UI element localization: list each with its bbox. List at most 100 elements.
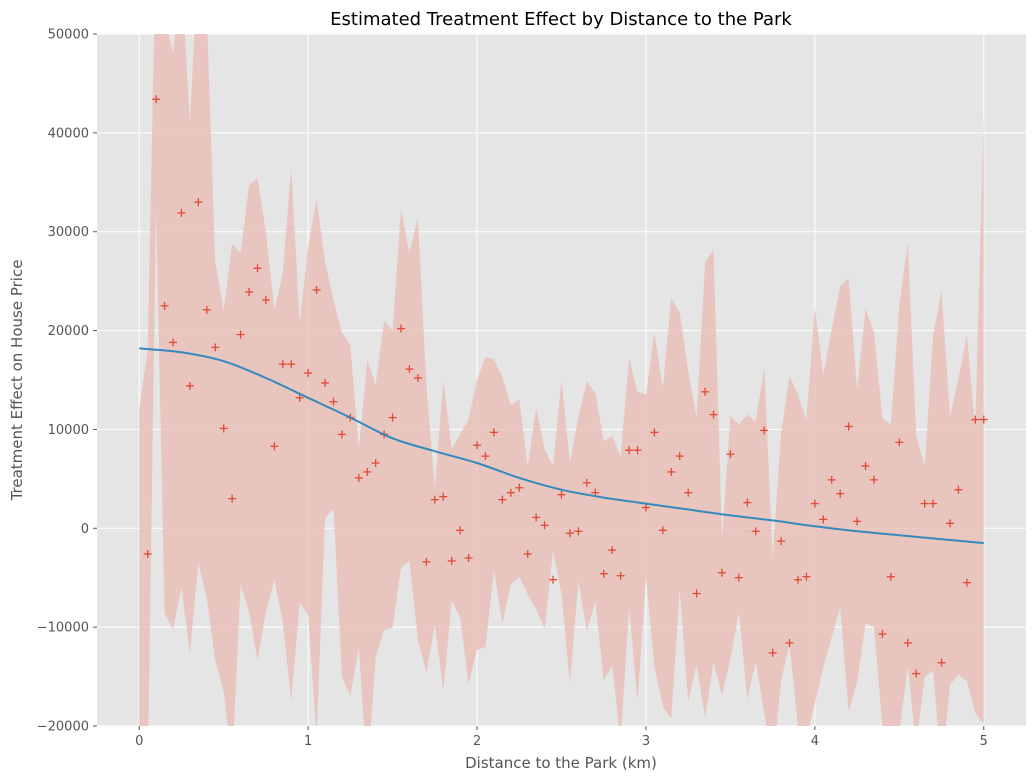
data-point bbox=[793, 575, 802, 584]
data-point bbox=[565, 529, 574, 538]
data-point bbox=[844, 422, 853, 431]
data-point bbox=[515, 483, 524, 492]
y-tick-label: 0 bbox=[81, 522, 89, 537]
data-point bbox=[304, 369, 313, 378]
data-point bbox=[456, 526, 465, 535]
y-axis-label: Treatment Effect on House Price bbox=[8, 260, 26, 502]
data-point bbox=[194, 198, 203, 207]
data-point bbox=[169, 338, 178, 347]
data-point bbox=[185, 381, 194, 390]
data-point bbox=[236, 330, 245, 339]
data-point bbox=[371, 459, 380, 468]
data-point bbox=[684, 488, 693, 497]
data-point bbox=[413, 374, 422, 383]
data-point bbox=[599, 569, 608, 578]
data-point bbox=[912, 669, 921, 678]
data-point bbox=[616, 571, 625, 580]
data-point bbox=[903, 638, 912, 647]
data-point bbox=[219, 424, 228, 433]
data-point bbox=[869, 475, 878, 484]
data-point bbox=[971, 415, 980, 424]
data-point bbox=[295, 393, 304, 402]
chart-title: Estimated Treatment Effect by Distance t… bbox=[330, 9, 792, 30]
data-point bbox=[532, 513, 541, 522]
data-point bbox=[861, 462, 870, 471]
x-tick-label: 2 bbox=[473, 734, 481, 749]
data-point bbox=[177, 208, 186, 217]
data-point bbox=[540, 521, 549, 530]
data-point bbox=[920, 499, 929, 508]
y-tick-label: 40000 bbox=[48, 126, 89, 141]
data-point bbox=[633, 446, 642, 455]
y-axis-ticks: −20000 −10000 0 10000 20000 30000 40000 50000 bbox=[37, 28, 97, 735]
data-point bbox=[464, 553, 473, 562]
data-point bbox=[498, 495, 507, 504]
data-point bbox=[641, 503, 650, 512]
data-point bbox=[667, 467, 676, 476]
data-point bbox=[397, 324, 406, 333]
data-point bbox=[836, 489, 845, 498]
data-point bbox=[945, 519, 954, 528]
data-point bbox=[388, 413, 397, 422]
data-point bbox=[245, 288, 254, 297]
data-point bbox=[979, 415, 988, 424]
data-point bbox=[211, 343, 220, 352]
x-tick-label: 1 bbox=[304, 734, 312, 749]
y-tick-label: −10000 bbox=[37, 621, 89, 636]
data-point bbox=[717, 568, 726, 577]
data-point bbox=[337, 430, 346, 439]
data-point bbox=[143, 549, 152, 558]
data-point bbox=[312, 286, 321, 295]
data-point bbox=[430, 495, 439, 504]
data-point bbox=[228, 494, 237, 503]
data-point bbox=[709, 410, 718, 419]
data-point bbox=[853, 517, 862, 526]
data-point bbox=[768, 648, 777, 657]
data-point bbox=[489, 428, 498, 437]
x-axis-ticks: 0 1 2 3 4 5 bbox=[135, 726, 988, 749]
data-point bbox=[878, 630, 887, 639]
y-tick-label: −20000 bbox=[37, 720, 89, 735]
data-point bbox=[760, 426, 769, 435]
data-point bbox=[363, 467, 372, 476]
data-point bbox=[751, 527, 760, 536]
data-point bbox=[895, 438, 904, 447]
data-point bbox=[650, 428, 659, 437]
data-point bbox=[557, 490, 566, 499]
x-tick-label: 0 bbox=[135, 734, 143, 749]
data-point bbox=[261, 295, 270, 304]
data-point bbox=[439, 492, 448, 501]
data-point bbox=[608, 546, 617, 555]
data-point bbox=[743, 498, 752, 507]
scatter-points bbox=[143, 95, 988, 678]
data-point bbox=[701, 387, 710, 396]
data-point bbox=[954, 485, 963, 494]
data-point bbox=[734, 573, 743, 582]
trend-curve bbox=[139, 347, 984, 545]
x-tick-label: 5 bbox=[980, 734, 988, 749]
data-point bbox=[422, 557, 431, 566]
data-point bbox=[827, 475, 836, 484]
data-point bbox=[270, 442, 279, 451]
data-point bbox=[692, 589, 701, 598]
x-axis-label: Distance to the Park (km) bbox=[465, 754, 657, 772]
data-point bbox=[819, 515, 828, 524]
data-point bbox=[523, 549, 532, 558]
confidence-band bbox=[139, 34, 984, 726]
data-point bbox=[802, 572, 811, 581]
x-tick-label: 4 bbox=[811, 734, 819, 749]
data-point bbox=[287, 360, 296, 369]
y-tick-label: 30000 bbox=[48, 225, 89, 240]
data-point bbox=[810, 499, 819, 508]
data-point bbox=[253, 264, 262, 273]
data-point bbox=[473, 441, 482, 450]
data-point bbox=[574, 527, 583, 536]
data-point bbox=[929, 499, 938, 508]
data-point bbox=[582, 478, 591, 487]
data-point bbox=[329, 397, 338, 406]
y-tick-label: 50000 bbox=[48, 28, 89, 43]
data-point bbox=[278, 360, 287, 369]
data-point bbox=[202, 305, 211, 314]
y-tick-label: 20000 bbox=[48, 324, 89, 339]
